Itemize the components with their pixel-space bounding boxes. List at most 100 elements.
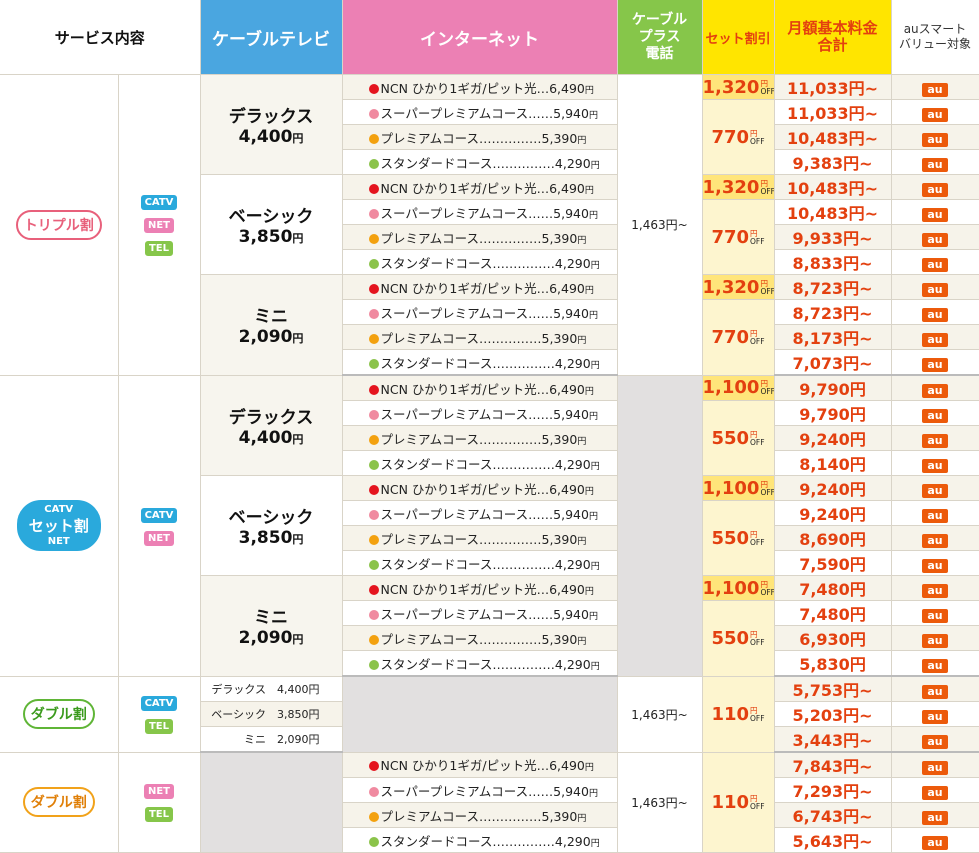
discount-unit: 円 OFF [760, 178, 775, 196]
group-badge-cell: CATV セット割 NET [0, 375, 119, 677]
catv-plan-price: 3,850円 [238, 528, 304, 548]
total-value: 5,203円~ [774, 701, 892, 727]
tel-icon: TEL [144, 807, 174, 823]
au-tag: au [922, 383, 948, 398]
au-tag: au [922, 734, 948, 749]
catv-icon: CATV [140, 696, 178, 711]
discount-value: 770 [711, 126, 750, 148]
au-tag: au [922, 760, 948, 775]
total-value: 5,830円 [774, 650, 892, 677]
net-empty [342, 676, 618, 753]
net-price: 5,390 [541, 431, 578, 447]
total-value: 9,240円 [774, 475, 892, 501]
net-dot-icon [368, 609, 379, 620]
total-value: 8,690円 [774, 525, 892, 551]
total-value: 7,590円 [774, 550, 892, 576]
table-row: ベーシック 3,850円 NCN ひかり1ギガ/ピット光…6,490円 1,320円 O… [0, 174, 979, 275]
net-dot-icon [368, 584, 379, 595]
au-tag: au [922, 508, 948, 523]
net-dot-icon [368, 786, 379, 797]
au-cell: au [891, 450, 979, 476]
net-option: プレミアムコース……………5,390円 [342, 425, 618, 451]
au-tag: au [922, 132, 948, 147]
au-tag: au [922, 307, 948, 322]
net-option: プレミアムコース……………5,390円 [342, 525, 618, 551]
au-tag: au [922, 433, 948, 448]
catv-empty [200, 752, 343, 853]
net-dot-icon [368, 761, 379, 772]
table-row: トリプル割 CATV NET TEL デラックス 4,400円 NCN ひかり1ギガ/ピット… [0, 74, 979, 376]
header-total: 月額基本料金 合計 [774, 0, 892, 75]
header-tel: ケーブル プラス 電話 [617, 0, 703, 75]
discount-unit: 円 OFF [750, 128, 765, 146]
discount-cell: 1,320円 OFF [702, 74, 775, 100]
net-price: 5,390 [541, 808, 578, 824]
net-icon: NET [143, 530, 175, 546]
net-option: NCN ひかり1ギガ/ピット光…6,490円 [342, 274, 618, 300]
net-dot-icon [368, 283, 379, 294]
net-option: プレミアムコース……………5,390円 [342, 324, 618, 350]
table-row: ミニ 2,090円 NCN ひかり1ギガ/ピット光…6,490円 1,100円 OFF 7… [0, 575, 979, 677]
net-price: 6,490 [549, 280, 585, 296]
au-tag: au [922, 107, 948, 122]
discount-cell: 550円 OFF [702, 400, 775, 476]
tel-icon: TEL [144, 241, 174, 257]
au-cell: au [891, 299, 979, 325]
total-value: 6,930円 [774, 625, 892, 651]
au-tag: au [922, 608, 948, 623]
net-dot-icon [368, 133, 379, 144]
net-price: 4,290 [554, 556, 591, 572]
discount-cell: 1,320円 OFF [702, 174, 775, 200]
net-price: 6,490 [549, 381, 585, 397]
au-tag: au [922, 207, 948, 222]
group-icons-cell: NET TEL [118, 752, 201, 853]
au-tag: au [922, 483, 948, 498]
net-price: 5,390 [541, 330, 578, 346]
total-value: 7,843円~ [774, 752, 892, 778]
table-row: スタンダードコース……………4,290円 9,383円~ au [0, 149, 979, 175]
net-icon: NET [143, 784, 175, 800]
net-price: 5,940 [553, 406, 589, 422]
net-dot-icon [368, 358, 379, 369]
header-service: サービス内容 [0, 0, 201, 75]
au-tag: au [922, 709, 948, 724]
catv-icon: CATV [140, 507, 178, 523]
table-row: ダブル割 CATV TEL デラックス 4,400円 1,463円~ 110円 OFF 5,7… [0, 676, 979, 753]
group-icons-cell: CATV NET TEL [118, 74, 201, 376]
tel-icon: TEL [144, 719, 174, 734]
group-badge-cell: ダブル割 [0, 676, 119, 753]
net-dot-icon [368, 634, 379, 645]
net-option: スーパープレミアムコース……5,940円 [342, 99, 618, 125]
au-cell: au [891, 224, 979, 250]
set-discount-badge: CATV セット割 NET [16, 500, 101, 551]
net-price: 4,290 [554, 255, 591, 271]
au-tag: au [922, 257, 948, 272]
discount-unit: 円 OFF [760, 579, 775, 597]
au-tag: au [922, 157, 948, 172]
au-cell: au [891, 701, 979, 727]
discount-cell: 1,320円 OFF [702, 274, 775, 300]
catv-plan-cell: ベーシック 3,850円 [200, 475, 343, 576]
net-price: 5,390 [541, 130, 578, 146]
net-option: プレミアムコース……………5,390円 [342, 224, 618, 250]
net-option: スタンダードコース……………4,290円 [342, 550, 618, 576]
net-price: 5,940 [553, 606, 589, 622]
total-value: 9,240円 [774, 425, 892, 451]
total-value: 11,033円~ [774, 99, 892, 125]
net-option: NCN ひかり1ギガ/ピット光…6,490円 [342, 74, 618, 100]
net-dot-icon [368, 258, 379, 269]
au-tag: au [922, 810, 948, 825]
table-row: スタンダードコース……………4,290円 8,833円~ au [0, 249, 979, 275]
net-dot-icon [368, 836, 379, 847]
au-cell: au [891, 400, 979, 426]
discount-value: 770 [711, 326, 750, 348]
net-price: 4,290 [554, 833, 591, 849]
total-value: 9,383円~ [774, 149, 892, 175]
catv-plan-cell: ベーシック 3,850円 [200, 174, 343, 275]
total-value: 8,140円 [774, 450, 892, 476]
discount-cell: 550円 OFF [702, 600, 775, 677]
au-cell: au [891, 827, 979, 853]
net-dot-icon [368, 484, 379, 495]
au-cell: au [891, 802, 979, 828]
discount-unit: 円 OFF [760, 78, 775, 96]
